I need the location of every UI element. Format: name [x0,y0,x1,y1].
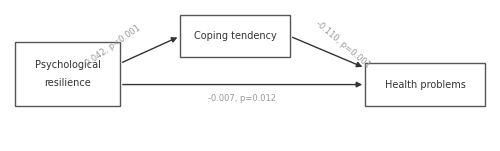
Text: Coping tendency: Coping tendency [194,31,276,41]
FancyBboxPatch shape [365,63,485,106]
FancyBboxPatch shape [180,15,290,57]
Text: -0.110, p=0.001: -0.110, p=0.001 [314,19,372,70]
FancyBboxPatch shape [15,42,120,106]
Text: resilience: resilience [44,78,91,88]
Text: -0.007, p=0.012: -0.007, p=0.012 [208,94,276,103]
Text: 0.042, p<0.001: 0.042, p<0.001 [84,24,141,68]
Text: Psychological: Psychological [34,60,100,70]
Text: Health problems: Health problems [384,80,466,90]
